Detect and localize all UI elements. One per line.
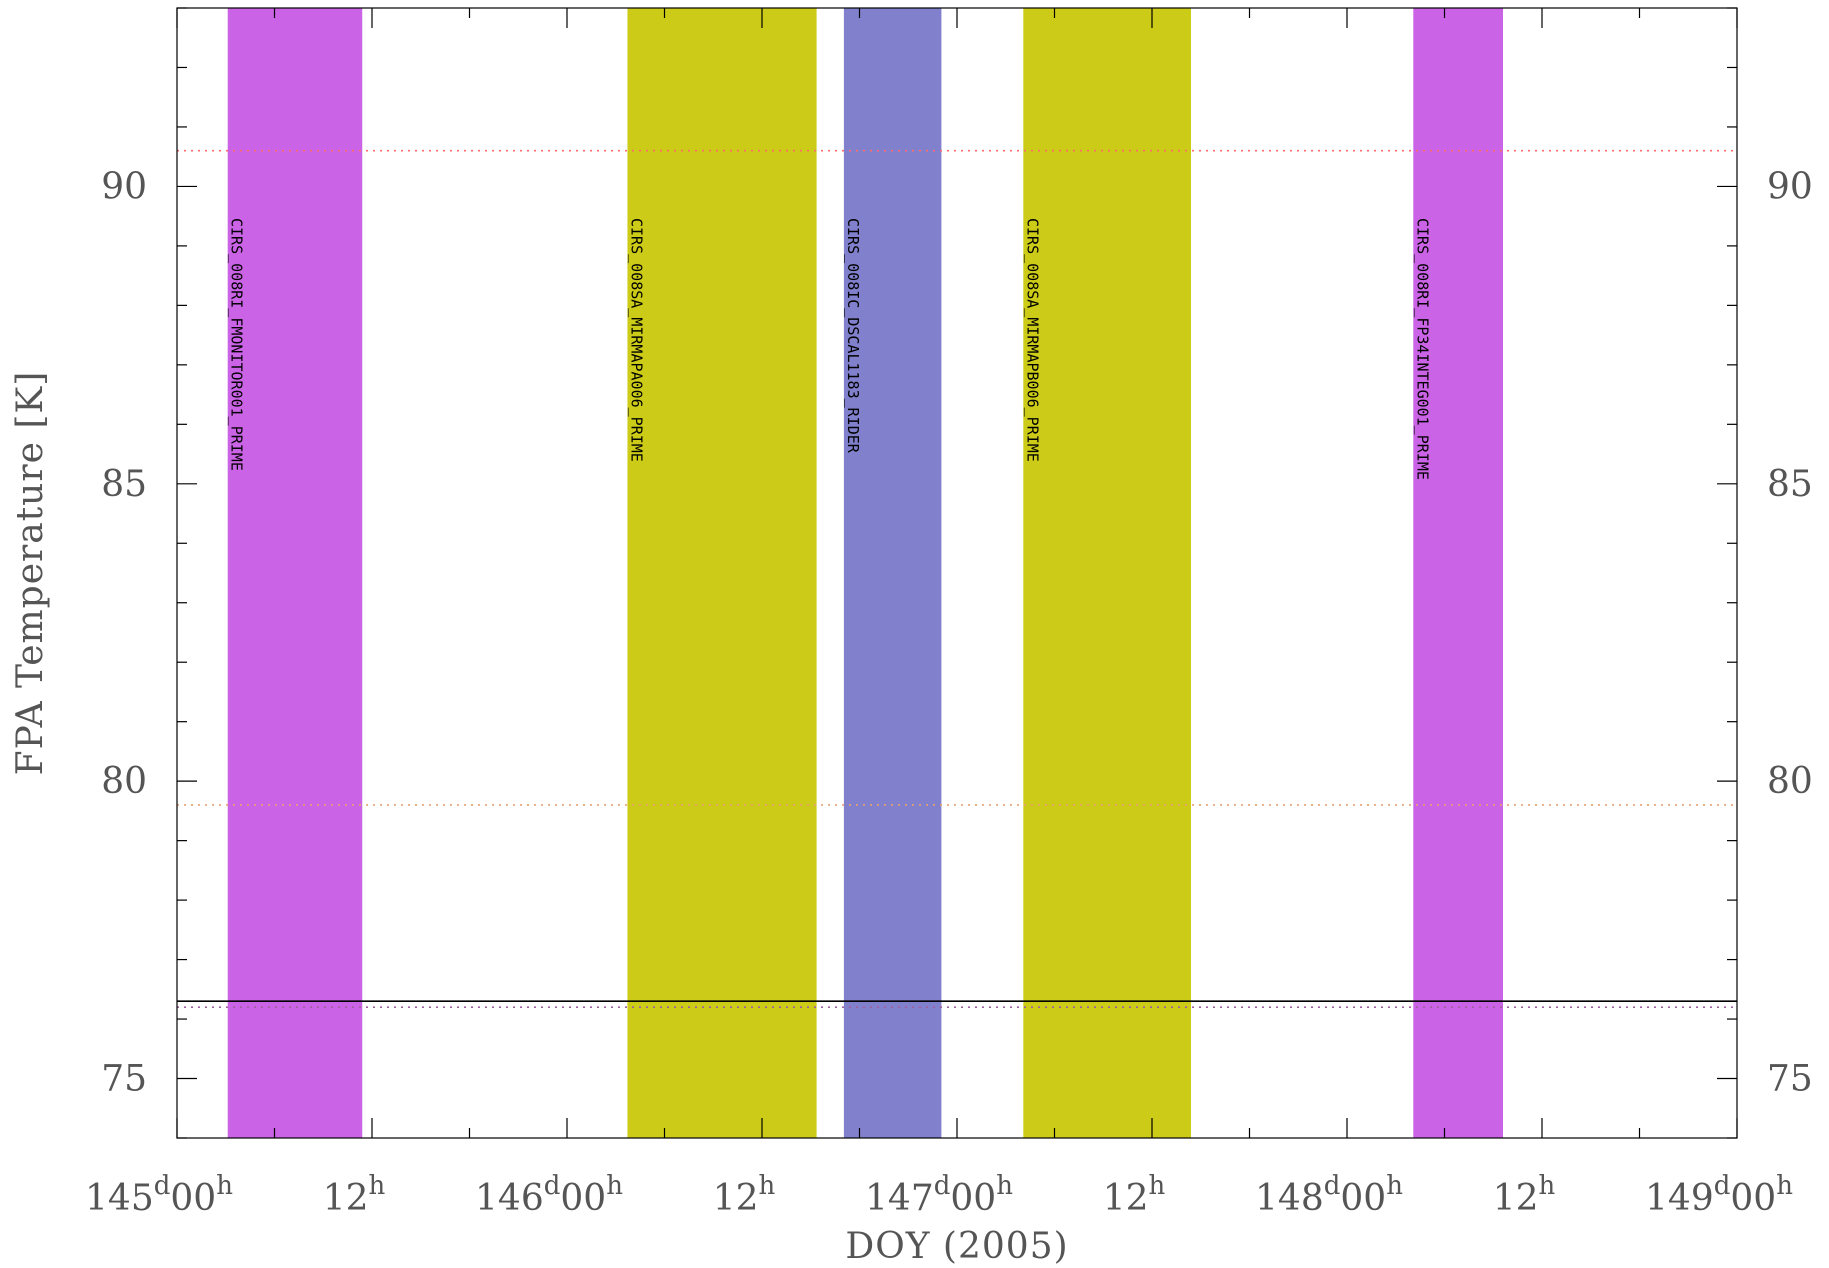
lines-layer xyxy=(177,149,1737,1008)
band-1 xyxy=(627,8,817,1138)
band-0 xyxy=(227,8,363,1138)
x-tick-label-1: 12h xyxy=(323,1171,386,1219)
y-tick-label-left-90: 90 xyxy=(101,166,147,207)
x-tick-label-4: 147d00h xyxy=(865,1171,1013,1219)
y-tick-label-left-80: 80 xyxy=(101,761,147,802)
x-tick-label-6: 148d00h xyxy=(1255,1171,1403,1219)
y-tick-label-left-75: 75 xyxy=(101,1059,147,1100)
band-3 xyxy=(1023,8,1191,1138)
band-label-0: CIRS_008RI_FMONITOR001_PRIME xyxy=(228,218,246,471)
band-label-1: CIRS_008SA_MIRMAPA006_PRIME xyxy=(627,218,645,462)
band-label-4: CIRS_008RI_FP34INTEG001_PRIME xyxy=(1413,218,1431,480)
y-axis-label: FPA Temperature [K] xyxy=(10,371,51,776)
x-axis-label: DOY (2005) xyxy=(845,1226,1068,1267)
x-tick-label-7: 12h xyxy=(1493,1171,1556,1219)
band-2 xyxy=(843,8,942,1138)
ticks-layer xyxy=(176,7,1738,1139)
x-tick-label-3: 12h xyxy=(713,1171,776,1219)
x-tick-label-2: 146d00h xyxy=(475,1171,623,1219)
bands-layer xyxy=(227,8,1503,1138)
band-label-3: CIRS_008SA_MIRMAPB006_PRIME xyxy=(1023,218,1041,462)
labels-layer: CIRS_008RI_FMONITOR001_PRIME CIRS_008SA_M… xyxy=(85,166,1813,1219)
band-4 xyxy=(1413,8,1503,1138)
y-tick-label-right-75: 75 xyxy=(1767,1059,1813,1100)
band-label-2: CIRS_008IC_DSCAL1183_RIDER xyxy=(844,218,862,454)
y-tick-label-right-80: 80 xyxy=(1767,761,1813,802)
y-tick-label-left-85: 85 xyxy=(101,464,147,505)
y-tick-label-right-85: 85 xyxy=(1767,464,1813,505)
x-tick-label-8: 149d00h xyxy=(1645,1171,1793,1219)
x-tick-label-5: 12h xyxy=(1103,1171,1166,1219)
x-tick-label-0: 145d00h xyxy=(85,1171,233,1219)
y-tick-label-right-90: 90 xyxy=(1767,166,1813,207)
